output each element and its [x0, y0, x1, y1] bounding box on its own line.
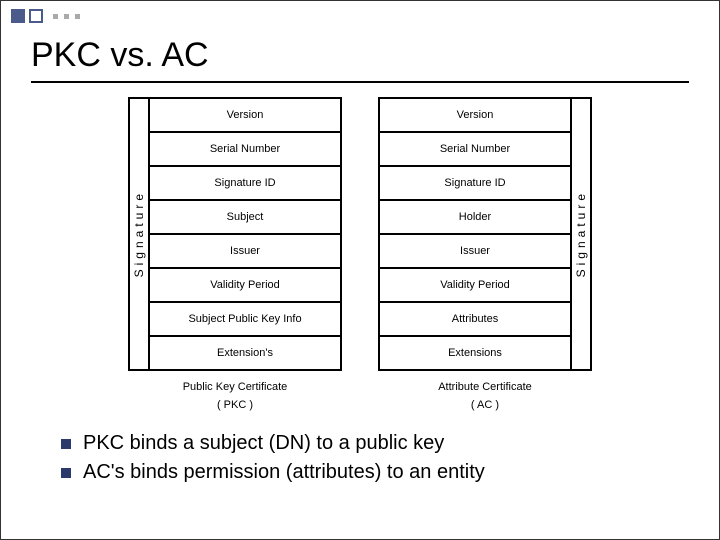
pkc-field: Version: [150, 99, 340, 133]
bullet-text: PKC binds a subject (DN) to a public key: [83, 432, 444, 455]
pkc-field: Extension's: [150, 337, 340, 369]
ac-caption: Attribute Certificate ( AC ): [438, 379, 532, 414]
ac-box: Version Serial Number Signature ID Holde…: [378, 97, 592, 371]
pkc-fields: Version Serial Number Signature ID Subje…: [150, 99, 340, 369]
ac-field: Holder: [380, 201, 570, 235]
pkc-caption-line2: ( PKC ): [183, 397, 288, 415]
decoration-squares: [11, 9, 80, 23]
title-divider: [31, 81, 689, 83]
deco-dots: [53, 14, 80, 19]
pkc-signature-side-label: Signature: [130, 99, 150, 369]
deco-dot: [53, 14, 58, 19]
pkc-column: Signature Version Serial Number Signatur…: [128, 97, 342, 414]
ac-field: Attributes: [380, 303, 570, 337]
pkc-box: Signature Version Serial Number Signatur…: [128, 97, 342, 371]
slide-title: PKC vs. AC: [31, 36, 689, 75]
ac-field: Signature ID: [380, 167, 570, 201]
ac-signature-side-label: Signature: [570, 99, 590, 369]
side-label-text: Signature: [574, 190, 588, 277]
ac-fields: Version Serial Number Signature ID Holde…: [380, 99, 570, 369]
pkc-field: Issuer: [150, 235, 340, 269]
ac-caption-line2: ( AC ): [438, 397, 532, 415]
bullet-item: AC's binds permission (attributes) to an…: [61, 461, 689, 484]
pkc-field: Validity Period: [150, 269, 340, 303]
deco-square-filled: [11, 9, 25, 23]
bullet-square-icon: [61, 468, 71, 478]
ac-field: Extensions: [380, 337, 570, 369]
bullet-item: PKC binds a subject (DN) to a public key: [61, 432, 689, 455]
ac-field: Serial Number: [380, 133, 570, 167]
pkc-caption-line1: Public Key Certificate: [183, 379, 288, 397]
ac-field: Issuer: [380, 235, 570, 269]
deco-square-outline: [29, 9, 43, 23]
pkc-field: Subject Public Key Info: [150, 303, 340, 337]
pkc-field: Subject: [150, 201, 340, 235]
side-label-text: Signature: [132, 190, 146, 277]
ac-field: Version: [380, 99, 570, 133]
ac-column: Version Serial Number Signature ID Holde…: [378, 97, 592, 414]
deco-dot: [64, 14, 69, 19]
certificate-comparison-diagram: Signature Version Serial Number Signatur…: [31, 97, 689, 414]
bullet-square-icon: [61, 439, 71, 449]
pkc-field: Serial Number: [150, 133, 340, 167]
pkc-field: Signature ID: [150, 167, 340, 201]
deco-dot: [75, 14, 80, 19]
bullet-text: AC's binds permission (attributes) to an…: [83, 461, 485, 484]
ac-caption-line1: Attribute Certificate: [438, 379, 532, 397]
bullet-list: PKC binds a subject (DN) to a public key…: [31, 432, 689, 484]
pkc-caption: Public Key Certificate ( PKC ): [183, 379, 288, 414]
ac-field: Validity Period: [380, 269, 570, 303]
